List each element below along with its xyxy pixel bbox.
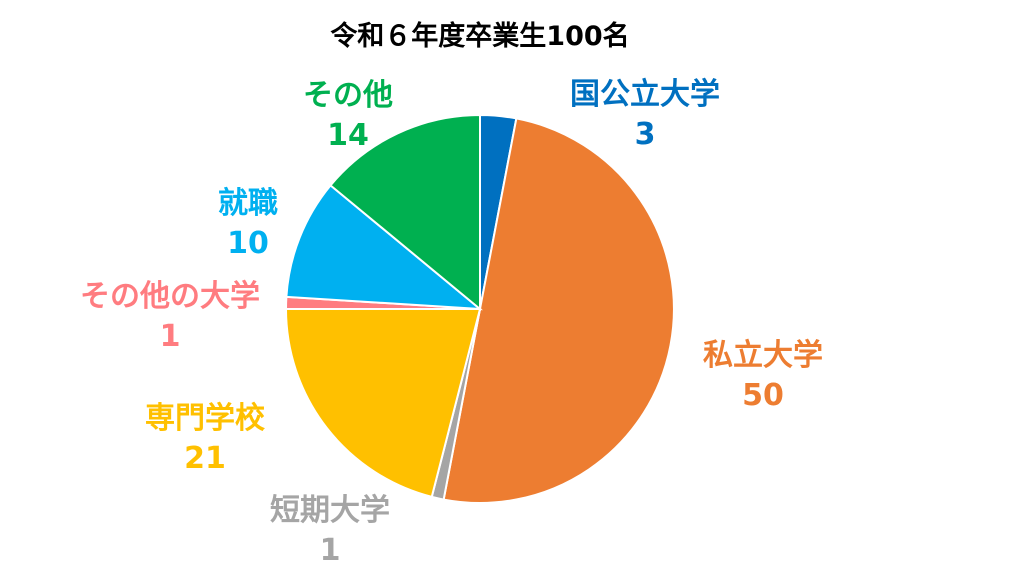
slice-label-1: 国公立大学 <box>570 77 720 112</box>
chart-title: 令和６年度卒業生100名 <box>330 20 629 52</box>
slice-label-6: 就職 <box>218 186 278 221</box>
slice-value-1: 3 <box>635 117 656 152</box>
slice-value-4: 21 <box>184 441 226 476</box>
slice-label-3: 短期大学 <box>270 493 390 528</box>
slice-value-7: 14 <box>327 118 369 153</box>
pie-slice-7 <box>329 113 481 312</box>
pie-slice-4 <box>284 308 482 499</box>
slice-value-2: 50 <box>742 378 784 413</box>
pie-slice-2 <box>442 117 675 504</box>
slice-label-5: その他の大学 <box>80 279 260 314</box>
pie-slices <box>284 113 675 504</box>
slice-value-6: 10 <box>227 226 269 261</box>
slice-label-4: 専門学校 <box>145 401 265 436</box>
slice-label-2: 私立大学 <box>703 338 823 373</box>
slice-value-5: 1 <box>160 319 181 354</box>
data-labels: 国公立大学 3 私立大学 50 短期大学 1 専門学校 21 その他の大学 1 就職 10 その他 14 <box>80 77 823 568</box>
slice-label-7: その他 <box>303 78 393 113</box>
pie-slice-6 <box>285 183 484 311</box>
slice-value-3: 1 <box>320 533 341 568</box>
